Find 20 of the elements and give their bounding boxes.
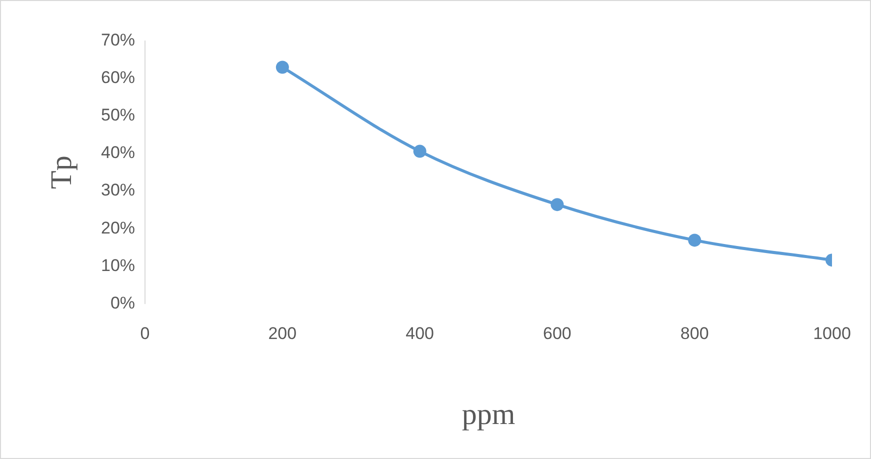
y-tick-label: 10% (100, 256, 136, 275)
y-tick-label: 60% (100, 68, 136, 88)
y-axis-title: Tp (44, 156, 78, 189)
point (688, 234, 702, 247)
x-tick-label: 400 (406, 324, 434, 343)
y-tick-label: 30% (100, 180, 136, 200)
x-tick-label: 800 (680, 324, 709, 343)
point (413, 144, 426, 158)
x-axis-title: ppm (462, 398, 516, 431)
y-tick-label: 50% (100, 106, 136, 125)
y-tick-label: 40% (100, 143, 136, 162)
y-tick-label: 20% (100, 218, 136, 238)
point (276, 60, 289, 74)
x-tick-label: 600 (543, 324, 572, 343)
y-tick-label: 0% (110, 293, 136, 312)
x-tick-label: 1000 (813, 324, 851, 343)
x-tick-label: 200 (268, 324, 297, 343)
x-tick-label: 0 (140, 324, 150, 343)
y-tick-label: 70% (100, 30, 136, 50)
point (550, 198, 564, 212)
